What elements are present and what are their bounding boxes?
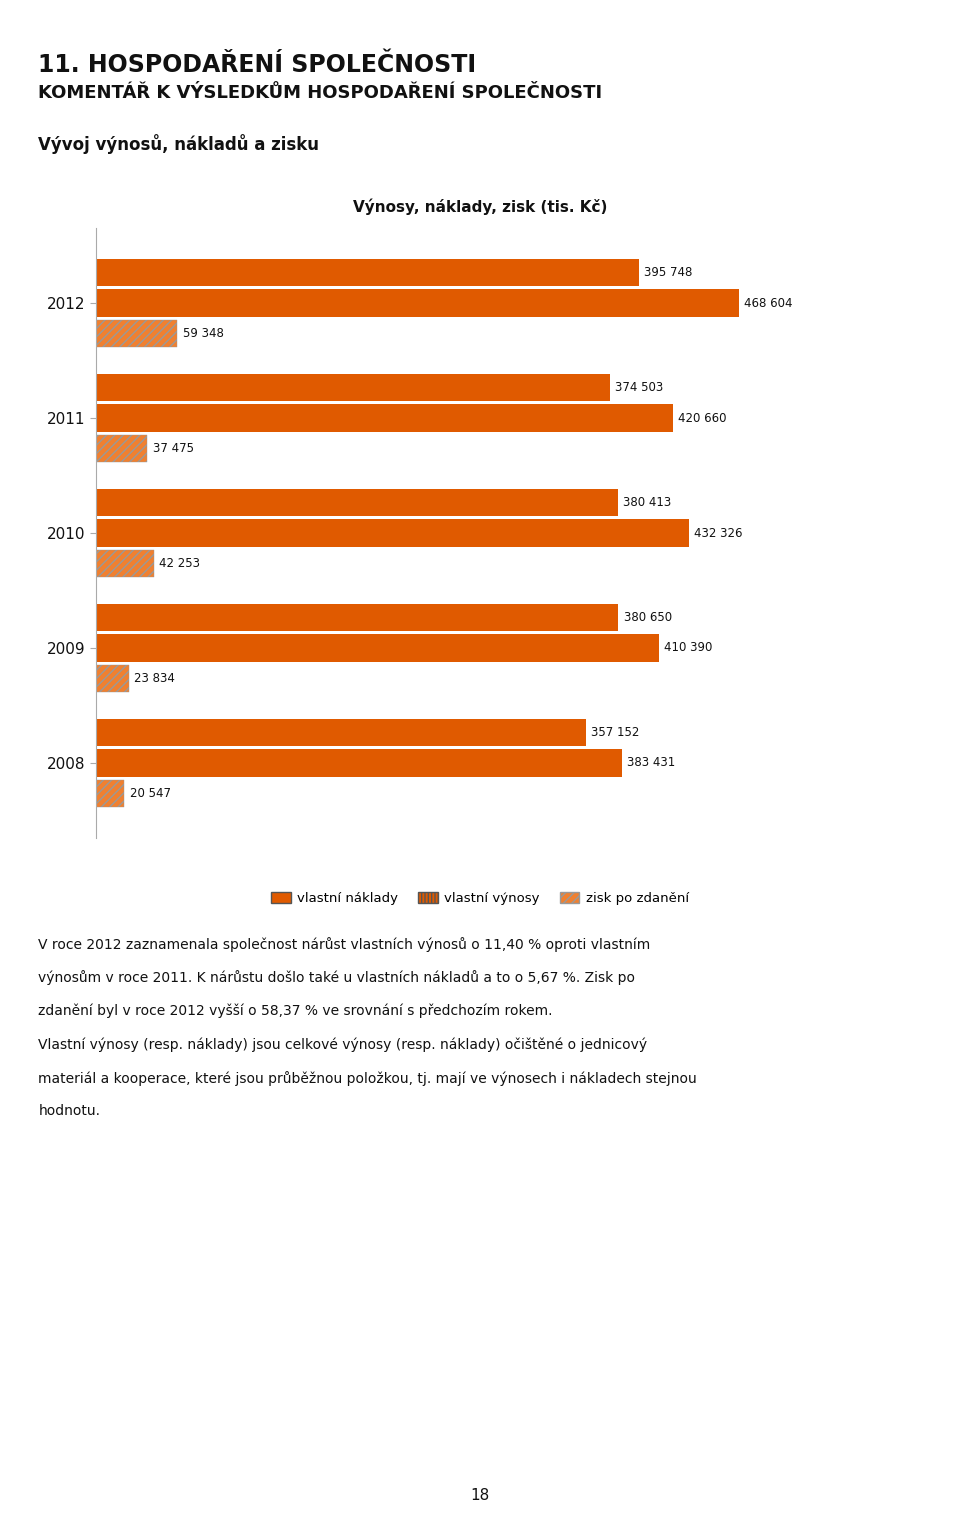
Text: 23 834: 23 834 <box>134 672 175 685</box>
Legend: vlastní náklady, vlastní výnosy, zisk po zdanění: vlastní náklady, vlastní výnosy, zisk po… <box>266 886 694 911</box>
Text: 59 348: 59 348 <box>182 327 224 340</box>
Text: 18: 18 <box>470 1488 490 1503</box>
Text: 468 604: 468 604 <box>744 297 793 309</box>
Bar <box>96 404 673 433</box>
Text: 420 660: 420 660 <box>679 411 727 425</box>
Title: Výnosy, náklady, zisk (tis. Kč): Výnosy, náklady, zisk (tis. Kč) <box>353 198 607 215</box>
Bar <box>96 634 659 663</box>
Bar <box>96 373 610 402</box>
Text: 395 748: 395 748 <box>644 267 692 279</box>
Text: Vlastní výnosy (resp. náklady) jsou celkové výnosy (resp. náklady) očištěné o je: Vlastní výnosy (resp. náklady) jsou celk… <box>38 1037 648 1052</box>
Bar <box>96 489 617 516</box>
Bar <box>96 719 586 746</box>
Bar <box>96 550 154 577</box>
Bar <box>96 289 738 317</box>
Text: KOMENTÁŘ K VÝSLEDKŮM HOSPODAŘENÍ SPOLEČNOSTI: KOMENTÁŘ K VÝSLEDKŮM HOSPODAŘENÍ SPOLEČN… <box>38 84 603 102</box>
Bar <box>96 603 618 632</box>
Text: V roce 2012 zaznamenala společnost nárůst vlastních výnosů o 11,40 % oproti vlas: V roce 2012 zaznamenala společnost nárůs… <box>38 937 651 952</box>
Text: 432 326: 432 326 <box>694 527 743 539</box>
Bar <box>96 664 129 693</box>
Text: Vývoj výnosů, nákladů a zisku: Vývoj výnosů, nákladů a zisku <box>38 134 320 154</box>
Text: 383 431: 383 431 <box>627 757 676 769</box>
Text: 380 413: 380 413 <box>623 496 671 509</box>
Text: 20 547: 20 547 <box>130 787 171 800</box>
Text: hodnotu.: hodnotu. <box>38 1104 101 1118</box>
Text: zdanění byl v roce 2012 vyšší o 58,37 % ve srovnání s předchozím rokem.: zdanění byl v roce 2012 vyšší o 58,37 % … <box>38 1004 553 1019</box>
Text: 37 475: 37 475 <box>153 442 194 455</box>
Text: 374 503: 374 503 <box>615 381 663 394</box>
Bar <box>96 434 148 463</box>
Text: výnosům v roce 2011. K nárůstu došlo také u vlastních nákladů a to o 5,67 %. Zis: výnosům v roce 2011. K nárůstu došlo tak… <box>38 970 636 985</box>
Bar <box>96 259 638 286</box>
Text: materiál a kooperace, které jsou průběžnou položkou, tj. mají ve výnosech i nákl: materiál a kooperace, které jsou průběžn… <box>38 1071 697 1086</box>
Text: 380 650: 380 650 <box>624 611 672 624</box>
Bar <box>96 749 622 777</box>
Text: 42 253: 42 253 <box>159 557 201 570</box>
Text: 410 390: 410 390 <box>664 641 712 655</box>
Bar <box>96 320 178 347</box>
Text: 357 152: 357 152 <box>591 726 639 739</box>
Text: 11. HOSPODAŘENÍ SPOLEČNOSTI: 11. HOSPODAŘENÍ SPOLEČNOSTI <box>38 53 476 78</box>
Bar <box>96 519 689 547</box>
Bar <box>96 780 124 807</box>
